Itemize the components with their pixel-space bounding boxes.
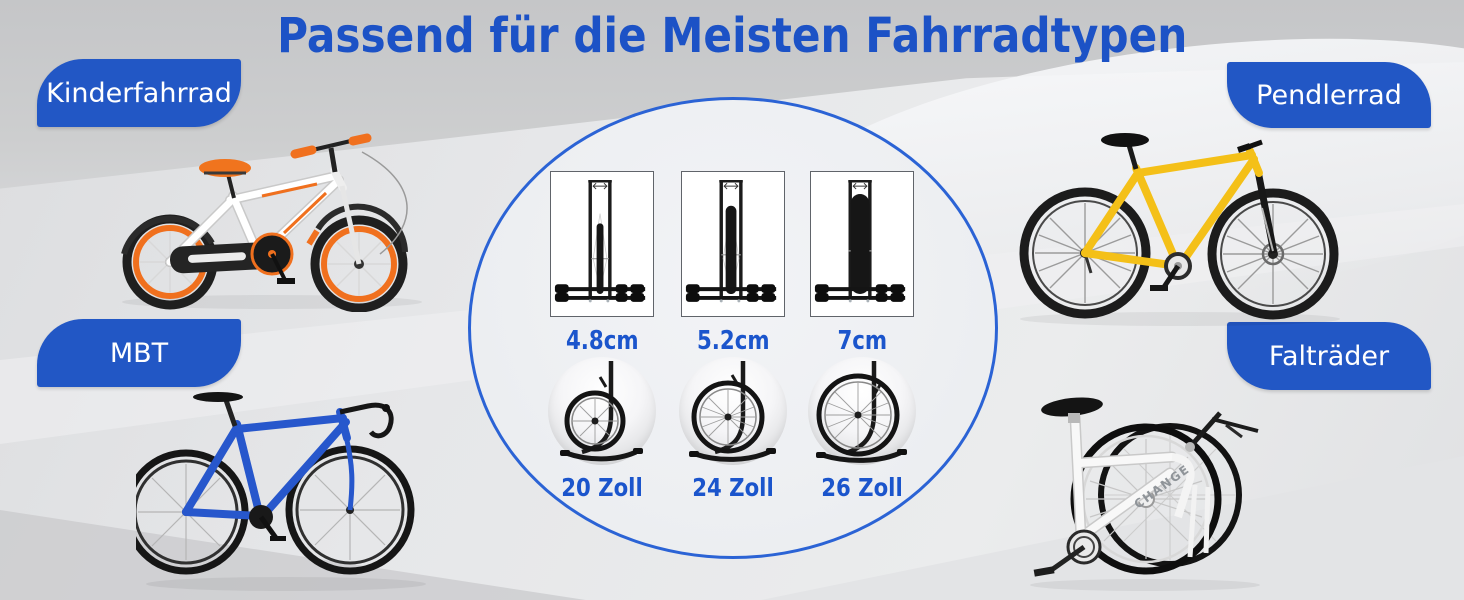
badge-label: MBT [109,337,169,369]
badge-label: Falträder [1268,340,1390,372]
wheel-bubble-24-zoll [679,357,787,465]
wheel-bubble-26-zoll [808,357,916,465]
stand-width-label: 5.2cm [696,326,770,356]
wheel-size-label: 26 Zoll [821,473,903,502]
badge-label: Kinderfahrrad [46,77,232,109]
road-bike-illustration [136,392,426,591]
stand-panel-4-8cm [550,171,654,317]
kids-bike-illustration [121,133,422,312]
badge-faltraeder: Falträder [1227,322,1431,390]
wheel-size-label: 20 Zoll [561,473,643,502]
stand-width-label: 7cm [837,326,887,356]
commuter-bike-image [1012,113,1347,328]
stand-width-label: 4.8cm [565,326,639,356]
wheel-stand-icon [816,361,907,463]
road-bike-image [136,382,446,597]
wheel-stand-icon [689,361,776,462]
page-title-text: Passend für die Meisten Fahrradtypen [276,8,1188,64]
page-title: Passend für die Meisten Fahrradtypen [0,8,1464,64]
wheel-stand-icon [560,361,643,462]
badge-pendlerrad: Pendlerrad [1227,62,1431,128]
stand-panel-5-2cm [681,171,785,317]
stand-diagram-icon [685,180,777,303]
kids-bike-image [112,112,437,312]
wheel-bubble-20-zoll [548,357,656,465]
folding-bike-illustration: CHANGE [1030,397,1260,591]
wheel-size-label: 24 Zoll [692,473,774,502]
badge-kinderfahrrad: Kinderfahrrad [37,59,241,127]
stand-diagram-icon [554,180,646,303]
folding-bike-image: CHANGE [1020,385,1270,597]
commuter-bike-illustration [1019,133,1340,326]
stand-panel-7cm [810,171,914,317]
stand-diagram-icon [814,180,906,303]
badge-mbt: MBT [37,319,241,387]
badge-label: Pendlerrad [1256,79,1402,111]
